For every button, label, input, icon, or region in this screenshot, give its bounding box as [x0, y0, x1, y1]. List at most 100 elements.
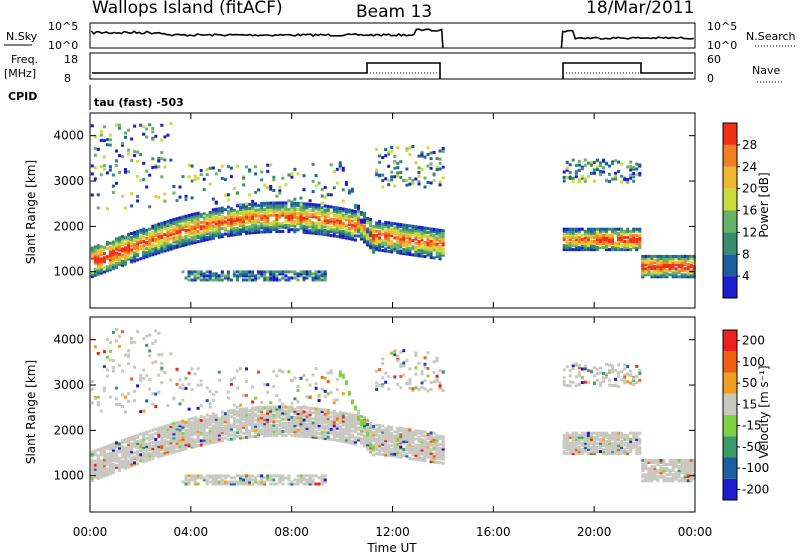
echo-cell	[393, 448, 397, 452]
echo-cell	[372, 233, 376, 237]
echo-cell	[402, 364, 406, 368]
echo-cell	[653, 477, 657, 481]
echo-cell	[242, 417, 245, 421]
echo-cell	[199, 427, 203, 431]
echo-cell	[399, 160, 403, 164]
echo-cell	[299, 220, 303, 224]
echo-cell	[187, 436, 191, 440]
echo-cell	[190, 437, 194, 441]
echo-cell	[281, 402, 285, 406]
echo-cell	[226, 423, 230, 427]
echo-cell	[423, 176, 427, 180]
echo-cell	[263, 222, 267, 226]
echo-cell	[387, 231, 391, 235]
echo-cell	[202, 278, 206, 282]
echo-cell	[399, 365, 403, 369]
echo-cell	[254, 476, 258, 480]
echo-cell	[136, 235, 140, 239]
echo-cell	[157, 249, 161, 253]
echo-cell	[248, 225, 252, 229]
echo-cell	[338, 417, 342, 420]
echo-cell	[305, 218, 309, 222]
echo-cell	[357, 220, 360, 224]
echo-cell	[242, 221, 245, 225]
echo-cell	[317, 228, 321, 232]
echo-cell	[580, 233, 584, 237]
echo-cell	[308, 395, 312, 399]
echo-cell	[420, 248, 424, 252]
echo-cell	[166, 238, 170, 242]
echo-cell	[350, 223, 354, 227]
echo-cell	[281, 225, 285, 229]
echo-cell	[257, 188, 261, 192]
echo-cell	[96, 476, 100, 480]
echo-cell	[568, 435, 572, 439]
y-tick-label: 2000	[53, 219, 84, 233]
echo-cell	[417, 452, 421, 456]
echo-cell	[311, 433, 315, 437]
echo-cell	[363, 228, 366, 232]
echo-cell	[314, 272, 318, 276]
echo-cell	[293, 203, 297, 207]
echo-cell	[257, 224, 261, 228]
echo-cell	[202, 230, 206, 234]
echo-cell	[296, 414, 300, 418]
echo-cell	[184, 386, 188, 390]
echo-cell	[217, 433, 221, 437]
echo-cell	[90, 254, 94, 258]
echo-cell	[281, 476, 285, 480]
nsky-trace-late	[560, 29, 694, 49]
echo-cell	[214, 482, 218, 486]
echo-cell	[381, 240, 385, 244]
echo-cell	[293, 226, 297, 230]
echo-cell	[405, 446, 409, 450]
echo-cell	[90, 271, 94, 274]
echo-cell	[305, 474, 309, 478]
echo-cell	[229, 211, 233, 215]
echo-cell	[202, 222, 206, 226]
echo-cell	[396, 161, 400, 165]
echo-cell	[254, 424, 258, 428]
echo-cell	[130, 438, 134, 441]
echo-cell	[190, 213, 194, 217]
echo-cell	[562, 435, 566, 439]
echo-cell	[375, 369, 379, 373]
echo-cell	[139, 236, 143, 240]
echo-cell	[278, 207, 282, 211]
echo-cell	[302, 218, 306, 222]
echo-cell	[653, 271, 657, 275]
echo-cell	[641, 271, 645, 275]
echo-cell	[111, 191, 115, 194]
echo-cell	[656, 275, 660, 279]
echo-cell	[302, 212, 306, 216]
echo-cell	[111, 330, 115, 334]
echo-cell	[239, 232, 242, 236]
echo-cell	[127, 443, 131, 447]
echo-cell	[266, 430, 270, 434]
echo-cell	[208, 227, 212, 231]
echo-cell	[629, 165, 633, 169]
colorbar-tick-label: 16	[742, 204, 757, 218]
echo-cell	[175, 231, 179, 235]
echo-cell	[245, 409, 248, 413]
echo-cell	[608, 439, 611, 443]
echo-cell	[245, 427, 248, 431]
echo-cell	[124, 262, 127, 266]
echo-cell	[683, 469, 687, 473]
echo-cell	[142, 252, 146, 256]
echo-cell	[683, 269, 687, 273]
echo-cell	[402, 441, 406, 445]
echo-cell	[130, 450, 134, 454]
echo-cell	[366, 447, 369, 451]
echo-cell	[130, 456, 134, 460]
echo-cell	[438, 253, 442, 257]
echo-cell	[151, 445, 155, 448]
echo-cell	[408, 446, 412, 450]
echo-cell	[196, 215, 200, 219]
echo-cell	[629, 444, 633, 447]
echo-cell	[592, 435, 596, 439]
echo-cell	[344, 224, 348, 228]
echo-cell	[341, 229, 345, 233]
echo-cell	[562, 376, 566, 380]
echo-cell	[363, 430, 366, 434]
